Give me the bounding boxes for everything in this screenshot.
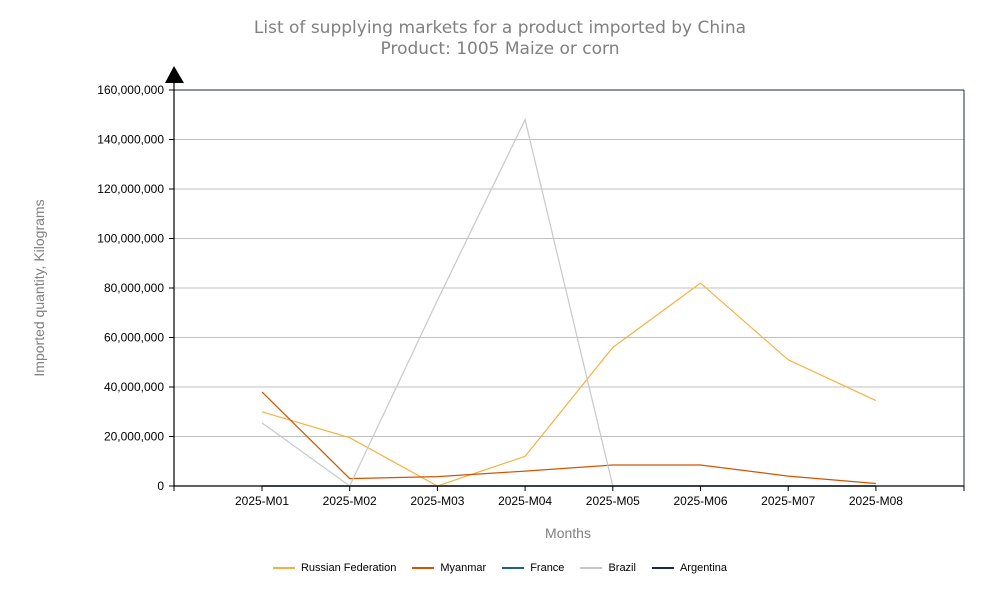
axes	[173, 80, 965, 487]
y-tick-label: 40,000,000	[104, 380, 164, 394]
gridlines	[174, 89, 964, 437]
y-tick-label: 140,000,000	[97, 133, 164, 147]
x-axis-ticks: 2025-M01 2025-M02 2025-M03 2025-M04 2025-M05…	[173, 486, 965, 508]
y-tick-label: 20,000,000	[104, 430, 164, 444]
y-tick-label: 60,000,000	[104, 331, 164, 345]
legend-label: Brazil	[608, 562, 636, 574]
x-tick-label: 2025-M01	[235, 494, 289, 508]
x-tick-label: 2025-M07	[761, 494, 815, 508]
y-tick-label: 100,000,000	[97, 232, 164, 246]
legend-swatch	[502, 567, 525, 569]
series-line-brazil	[261, 117, 614, 487]
legend-item[interactable]: France	[502, 562, 564, 574]
y-tick-label: 80,000,000	[104, 281, 164, 295]
x-tick-label: 2025-M08	[849, 494, 903, 508]
y-tick-label: 120,000,000	[97, 182, 164, 196]
legend-item[interactable]: Brazil	[580, 562, 636, 574]
legend-item[interactable]: Argentina	[651, 562, 728, 574]
y-tick-label: 160,000,000	[97, 83, 164, 97]
legend: Russian Federation Myanmar France Brazil Arg…	[0, 562, 1000, 574]
legend-item[interactable]: Myanmar	[412, 562, 486, 574]
series-line-myanmar	[261, 391, 876, 485]
legend-label: Argentina	[679, 562, 728, 574]
x-tick-label: 2025-M02	[323, 494, 377, 508]
series-line-russian-federation	[261, 282, 877, 487]
legend-item[interactable]: Russian Federation	[272, 562, 397, 574]
chart-subtitle: Product: 1005 Maize or corn	[380, 39, 620, 59]
legend-label: France	[530, 562, 565, 574]
x-tick-label: 2025-M03	[410, 494, 464, 508]
y-axis-ticks: 0 20,000,000 40,000,000 60,000,000 80,000,00…	[97, 83, 174, 493]
x-axis-title: Months	[545, 525, 591, 541]
legend-label: Russian Federation	[300, 562, 397, 574]
series-layer	[261, 117, 877, 487]
x-tick-label: 2025-M04	[498, 494, 552, 508]
y-axis-arrow-icon	[165, 66, 184, 83]
legend-swatch	[651, 567, 674, 569]
legend-label: Myanmar	[440, 562, 487, 574]
y-axis-title: Imported quantity, Kilograms	[31, 199, 47, 376]
legend-swatch	[580, 567, 603, 569]
x-tick-label: 2025-M06	[673, 494, 727, 508]
chart-title: List of supplying markets for a product …	[0, 18, 1000, 60]
chart-title-line1: List of supplying markets for a product …	[253, 18, 747, 38]
y-tick-label: 0	[157, 479, 164, 493]
legend-swatch	[412, 567, 435, 569]
legend-swatch	[272, 567, 295, 569]
x-tick-label: 2025-M05	[586, 494, 640, 508]
